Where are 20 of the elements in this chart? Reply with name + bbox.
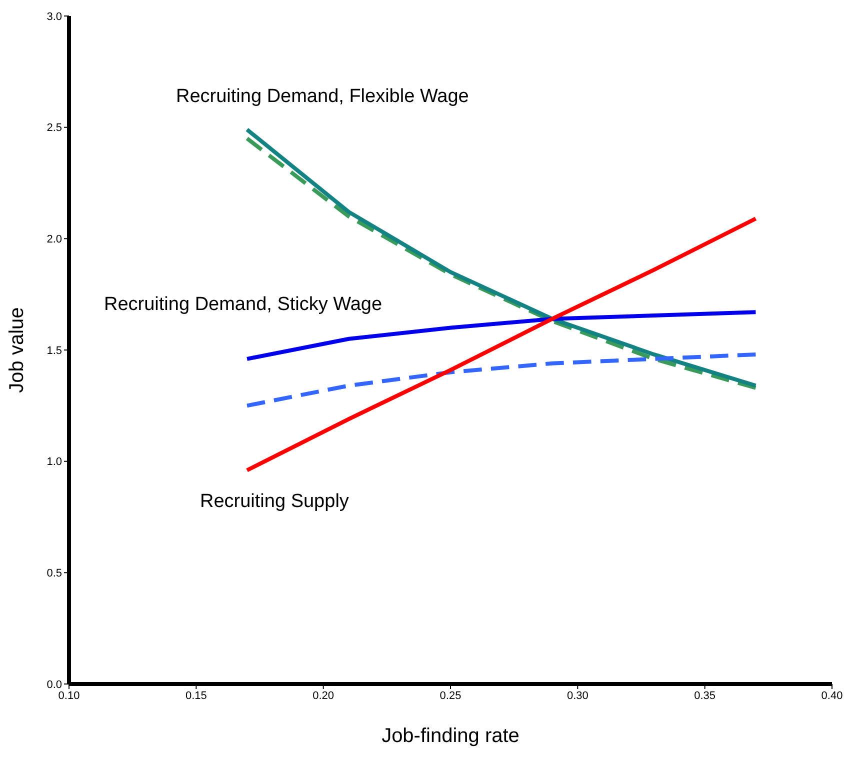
annotation: Recruiting Supply: [200, 491, 349, 513]
line-series: [245, 352, 758, 408]
x-tick-label: 0.15: [185, 690, 207, 702]
y-tick-label: 0.5: [46, 568, 62, 580]
x-tick-label: 0.35: [694, 690, 716, 702]
y-tick-label: 1.0: [46, 456, 62, 468]
y-tick-label: 0.0: [46, 678, 62, 691]
x-axis-title: Job-finding rate: [382, 725, 520, 747]
annotation: Recruiting Demand, Flexible Wage: [176, 86, 469, 108]
x-tick-label: 0.10: [58, 690, 80, 702]
y-tick-label: 2.5: [46, 122, 62, 134]
x-tick-label: 0.20: [312, 690, 334, 702]
x-tick-label: 0.40: [821, 690, 843, 702]
y-axis-title: Job value: [6, 307, 28, 393]
y-tick-label: 3.0: [46, 10, 62, 23]
x-tick-label: 0.25: [440, 690, 462, 702]
y-tick-label: 1.5: [46, 344, 62, 357]
x-tick-label: 0.30: [566, 690, 588, 702]
y-tick-label: 2.0: [46, 234, 62, 246]
annotation: Recruiting Demand, Sticky Wage: [104, 294, 382, 316]
